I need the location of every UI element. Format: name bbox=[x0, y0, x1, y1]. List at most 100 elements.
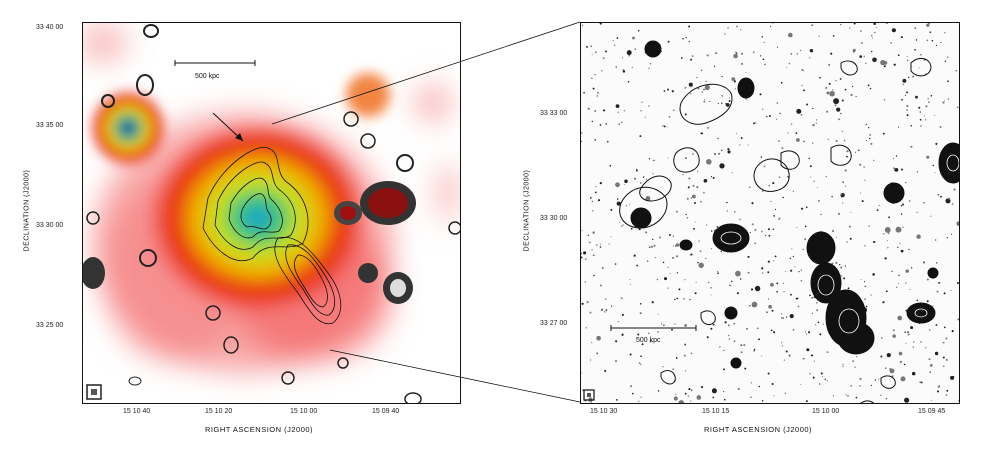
star bbox=[706, 336, 709, 339]
star bbox=[636, 169, 638, 172]
star bbox=[761, 399, 764, 402]
star bbox=[691, 194, 696, 199]
star bbox=[865, 139, 867, 142]
star bbox=[602, 57, 605, 60]
star bbox=[893, 63, 896, 66]
star bbox=[667, 266, 669, 268]
star bbox=[792, 328, 795, 331]
star bbox=[937, 194, 940, 196]
star bbox=[675, 243, 680, 247]
optical-radio-overlay bbox=[581, 23, 959, 403]
star bbox=[840, 266, 843, 269]
star bbox=[637, 29, 640, 32]
star bbox=[787, 32, 793, 38]
star bbox=[719, 346, 721, 348]
star bbox=[884, 257, 887, 260]
star bbox=[614, 44, 616, 46]
star bbox=[935, 44, 937, 46]
star bbox=[753, 348, 756, 351]
star bbox=[828, 82, 831, 85]
star bbox=[700, 200, 702, 203]
star bbox=[927, 23, 930, 24]
star bbox=[682, 174, 684, 176]
star bbox=[792, 190, 794, 193]
star bbox=[806, 103, 809, 106]
star bbox=[868, 225, 870, 227]
star bbox=[586, 45, 588, 48]
star bbox=[723, 390, 725, 393]
star bbox=[847, 394, 849, 397]
star bbox=[804, 331, 807, 333]
star bbox=[657, 313, 659, 315]
star bbox=[772, 228, 775, 230]
star bbox=[706, 54, 709, 57]
star bbox=[803, 140, 806, 143]
star bbox=[906, 109, 908, 111]
star bbox=[630, 385, 633, 388]
star bbox=[776, 282, 779, 285]
star bbox=[690, 197, 692, 199]
star bbox=[683, 354, 686, 357]
star bbox=[955, 69, 958, 72]
star bbox=[605, 123, 608, 125]
star bbox=[898, 274, 900, 276]
star bbox=[934, 172, 936, 174]
star bbox=[582, 24, 584, 26]
star bbox=[900, 168, 904, 171]
star bbox=[926, 39, 929, 42]
star bbox=[909, 289, 911, 291]
star bbox=[800, 113, 803, 116]
star bbox=[752, 51, 755, 54]
star bbox=[835, 261, 838, 264]
star bbox=[751, 223, 754, 226]
star bbox=[739, 218, 741, 221]
star bbox=[951, 330, 954, 333]
star bbox=[796, 108, 802, 114]
star bbox=[720, 250, 723, 253]
star bbox=[815, 122, 817, 124]
star bbox=[687, 186, 690, 189]
star bbox=[640, 396, 642, 398]
star bbox=[951, 203, 954, 205]
star bbox=[912, 346, 915, 348]
star bbox=[905, 282, 907, 284]
bright-source bbox=[90, 90, 166, 166]
star bbox=[859, 163, 862, 166]
star bbox=[662, 125, 664, 127]
star bbox=[740, 29, 742, 31]
star bbox=[947, 80, 949, 83]
star bbox=[849, 237, 852, 240]
star bbox=[649, 246, 651, 248]
star bbox=[735, 51, 737, 54]
star bbox=[885, 397, 888, 400]
star bbox=[586, 301, 589, 304]
star bbox=[688, 82, 693, 87]
star bbox=[811, 24, 814, 27]
star bbox=[903, 363, 906, 366]
star bbox=[874, 31, 876, 34]
star bbox=[888, 216, 891, 219]
star bbox=[700, 386, 704, 389]
star bbox=[900, 205, 903, 207]
star bbox=[741, 52, 744, 55]
star bbox=[704, 84, 710, 91]
star bbox=[723, 349, 725, 352]
star bbox=[700, 69, 703, 72]
star bbox=[659, 236, 661, 239]
star bbox=[705, 80, 707, 83]
star bbox=[649, 63, 652, 65]
star bbox=[723, 368, 725, 371]
star bbox=[826, 110, 829, 113]
star bbox=[843, 277, 846, 280]
star bbox=[835, 140, 838, 142]
star bbox=[721, 75, 723, 78]
star bbox=[842, 363, 844, 365]
star bbox=[767, 298, 770, 300]
star bbox=[766, 116, 768, 118]
star bbox=[885, 367, 887, 369]
star bbox=[918, 67, 920, 69]
star bbox=[812, 376, 815, 379]
star bbox=[904, 331, 906, 333]
star bbox=[806, 348, 810, 352]
star bbox=[612, 39, 614, 42]
